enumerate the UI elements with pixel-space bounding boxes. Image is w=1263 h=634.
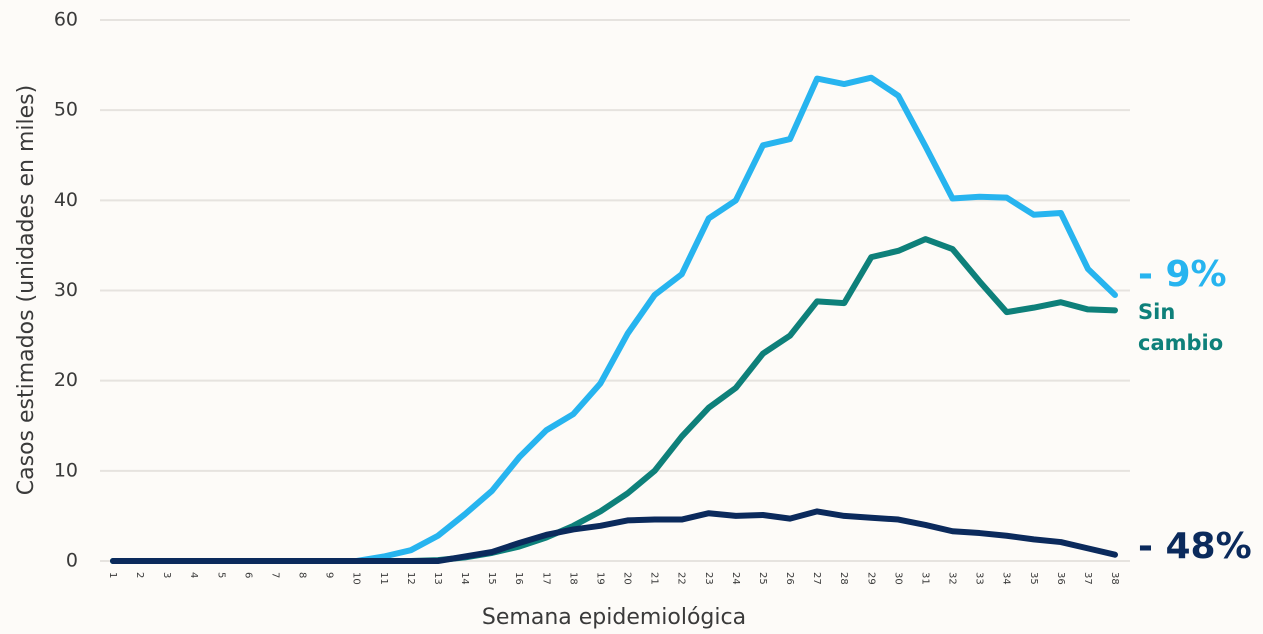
annotation: - 9% — [1138, 254, 1227, 295]
x-tick-label: 36 — [1055, 572, 1066, 585]
x-axis-label: Semana epidemiológica — [482, 605, 746, 630]
page: {"chart_data": {"type": "line", "y_label… — [0, 0, 1263, 634]
x-tick-label: 32 — [947, 572, 958, 585]
x-tick-label: 31 — [919, 572, 930, 585]
y-tick-label: 20 — [54, 369, 78, 391]
x-tick-label: 38 — [1109, 572, 1120, 585]
x-tick-label: 12 — [405, 572, 416, 585]
x-tick-label: 18 — [567, 572, 578, 585]
x-tick-label: 13 — [432, 572, 443, 585]
x-tick-label: 24 — [730, 572, 741, 585]
y-tick-label: 0 — [66, 550, 78, 572]
x-tick-label: 10 — [351, 572, 362, 585]
x-tick-label: 1 — [107, 572, 118, 578]
chart: Casos estimados (unidades en miles) Sema… — [0, 0, 1263, 634]
x-tick-label: 28 — [838, 572, 849, 585]
x-tick-label: 15 — [486, 572, 497, 585]
x-tick-label: 23 — [703, 572, 714, 585]
x-tick-label: 9 — [324, 572, 335, 578]
annotation: cambio — [1138, 331, 1223, 355]
x-tick-label: 14 — [459, 572, 470, 585]
x-tick-label: 5 — [215, 572, 226, 578]
x-tick-label: 33 — [974, 572, 985, 585]
x-tick-label: 17 — [540, 572, 551, 585]
y-tick-label: 60 — [54, 9, 78, 31]
y-tick-label: 50 — [54, 99, 78, 121]
x-tick-label: 20 — [622, 572, 633, 585]
x-tick-label: 35 — [1028, 572, 1039, 585]
y-axis-label: Casos estimados (unidades en miles) — [14, 85, 39, 495]
x-tick-label: 7 — [269, 572, 280, 578]
x-tick-label: 26 — [784, 572, 795, 585]
x-tick-label: 6 — [242, 572, 253, 578]
x-tick-label: 16 — [513, 572, 524, 585]
annotation: Sin — [1138, 300, 1175, 324]
y-tick-label: 10 — [54, 459, 78, 481]
x-tick-label: 27 — [811, 572, 822, 585]
x-tick-label: 4 — [188, 572, 199, 578]
y-tick-label: 30 — [54, 279, 78, 301]
x-tick-label: 2 — [134, 572, 145, 578]
x-tick-label: 21 — [649, 572, 660, 585]
x-tick-label: 37 — [1082, 572, 1093, 585]
annotation: - 48% — [1138, 526, 1252, 567]
x-tick-label: 8 — [297, 572, 308, 578]
x-tick-label: 34 — [1001, 572, 1012, 585]
x-tick-label: 19 — [594, 572, 605, 585]
y-tick-label: 40 — [54, 189, 78, 211]
x-tick-label: 25 — [757, 572, 768, 585]
x-tick-label: 29 — [865, 572, 876, 585]
x-tick-label: 3 — [161, 572, 172, 578]
background — [0, 0, 1263, 634]
x-tick-label: 11 — [378, 572, 389, 585]
x-tick-label: 30 — [892, 572, 903, 585]
x-tick-label: 22 — [676, 572, 687, 585]
